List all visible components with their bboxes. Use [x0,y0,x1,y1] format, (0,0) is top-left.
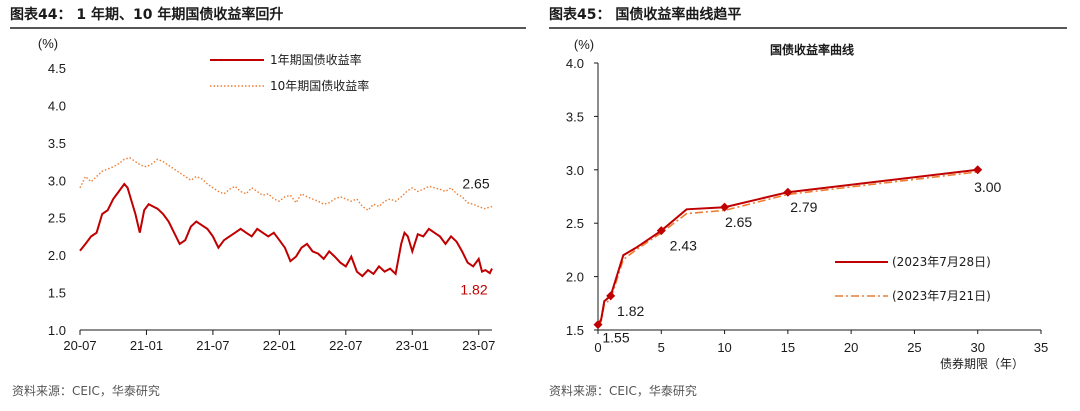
right-x-tick-label: 30 [970,340,984,355]
right-y-tick-label: 4.0 [566,56,584,71]
curve-marker [606,291,616,301]
legend-1y-label: 1年期国债收益率 [270,52,362,67]
curve-marker-label: 3.00 [974,179,1001,195]
legend-jul28-label: (2023年7月28日) [892,255,991,269]
right-y-tick-label: 2.5 [566,216,584,231]
left-y-tick-label: 3.5 [48,136,66,151]
curve-marker-label: 2.79 [790,199,817,215]
curve-marker [720,202,730,212]
legend-10y-label: 10年期国债收益率 [270,78,369,93]
legend-jul21-label: (2023年7月21日) [892,289,991,303]
left-y-tick-label: 1.0 [48,323,66,338]
right-y-unit-label: (%) [574,37,594,52]
series-10y-line [79,157,493,212]
right-x-tick-label: 10 [717,340,731,355]
right-chart: (%) 国债收益率曲线 1.5 2.0 2.5 3.0 3.5 4.0 0 5 10 15 20 2… [566,37,1048,371]
left-x-tick-label: 23-01 [396,338,429,353]
left-panel-title: 图表44： 1 年期、10 年期国债收益率回升 [10,6,283,23]
left-x-tick-label: 20-07 [63,338,96,353]
left-x-tick-label: 21-01 [130,338,163,353]
left-y-tick-label: 3.0 [48,173,66,188]
right-x-tick-label: 15 [781,340,795,355]
left-y-axis: 1.0 1.5 2.0 2.5 3.0 3.5 4.0 4.5 [48,61,66,338]
left-y-tick-label: 2.5 [48,211,66,226]
left-x-tick-label: 22-07 [329,338,362,353]
left-x-tick-label: 21-07 [196,338,229,353]
left-chart: (%) 1.01.52.02.53.03.54.04.5 20-07 21-01 2… [38,36,495,353]
right-panel-title: 图表45： 国债收益率曲线趋平 [549,6,741,23]
left-x-tick-label: 23-07 [462,338,495,353]
curve-marker-label: 1.55 [602,330,629,346]
curve-marker [973,165,983,175]
right-x-tick-label: 5 [658,340,665,355]
right-y-tick-label: 2.0 [566,270,584,285]
right-chart-title: 国债收益率曲线 [770,42,854,57]
curve-marker-label: 1.82 [617,303,644,319]
left-x-axis: 20-07 21-01 21-07 22-01 22-07 23-01 23-07 [63,330,495,353]
left-y-tick-label: 1.5 [48,286,66,301]
right-y-tick-label: 3.5 [566,109,584,124]
right-source-note: 资料来源：CEIC，华泰研究 [549,383,697,398]
left-x-tick-label: 22-01 [263,338,296,353]
curve-marker [593,320,603,330]
right-y-tick-label: 1.5 [566,323,584,338]
right-x-tick-label: 20 [844,340,858,355]
series-jul28-line [597,168,978,326]
right-y-tick-label: 3.0 [566,163,584,178]
right-markers: 1.55 1.82 2.43 2.65 2.79 3.00 [593,165,1002,346]
left-y-unit-label: (%) [38,36,58,51]
series-10y-end-label: 2.65 [462,175,489,191]
left-source-note: 资料来源：CEIC，华泰研究 [12,383,160,398]
right-x-tick-label: 35 [1034,340,1048,355]
curve-marker-label: 2.65 [725,214,752,230]
curve-marker-label: 2.43 [670,238,697,254]
curve-marker [656,226,666,236]
left-y-tick-label: 4.0 [48,98,66,113]
right-x-tick-label: 25 [907,340,921,355]
right-x-tick-label: 0 [594,340,601,355]
right-x-axis: 0 5 10 15 20 25 30 35 [594,330,1048,355]
left-y-tick-label: 4.5 [48,61,66,76]
curve-marker [783,187,793,197]
series-1y-end-label: 1.82 [460,282,487,298]
left-y-tick-label: 2.0 [48,248,66,263]
right-x-axis-title: 债券期限（年） [940,356,1024,371]
right-y-axis: 1.5 2.0 2.5 3.0 3.5 4.0 [566,56,598,338]
series-1y-line [79,182,493,278]
